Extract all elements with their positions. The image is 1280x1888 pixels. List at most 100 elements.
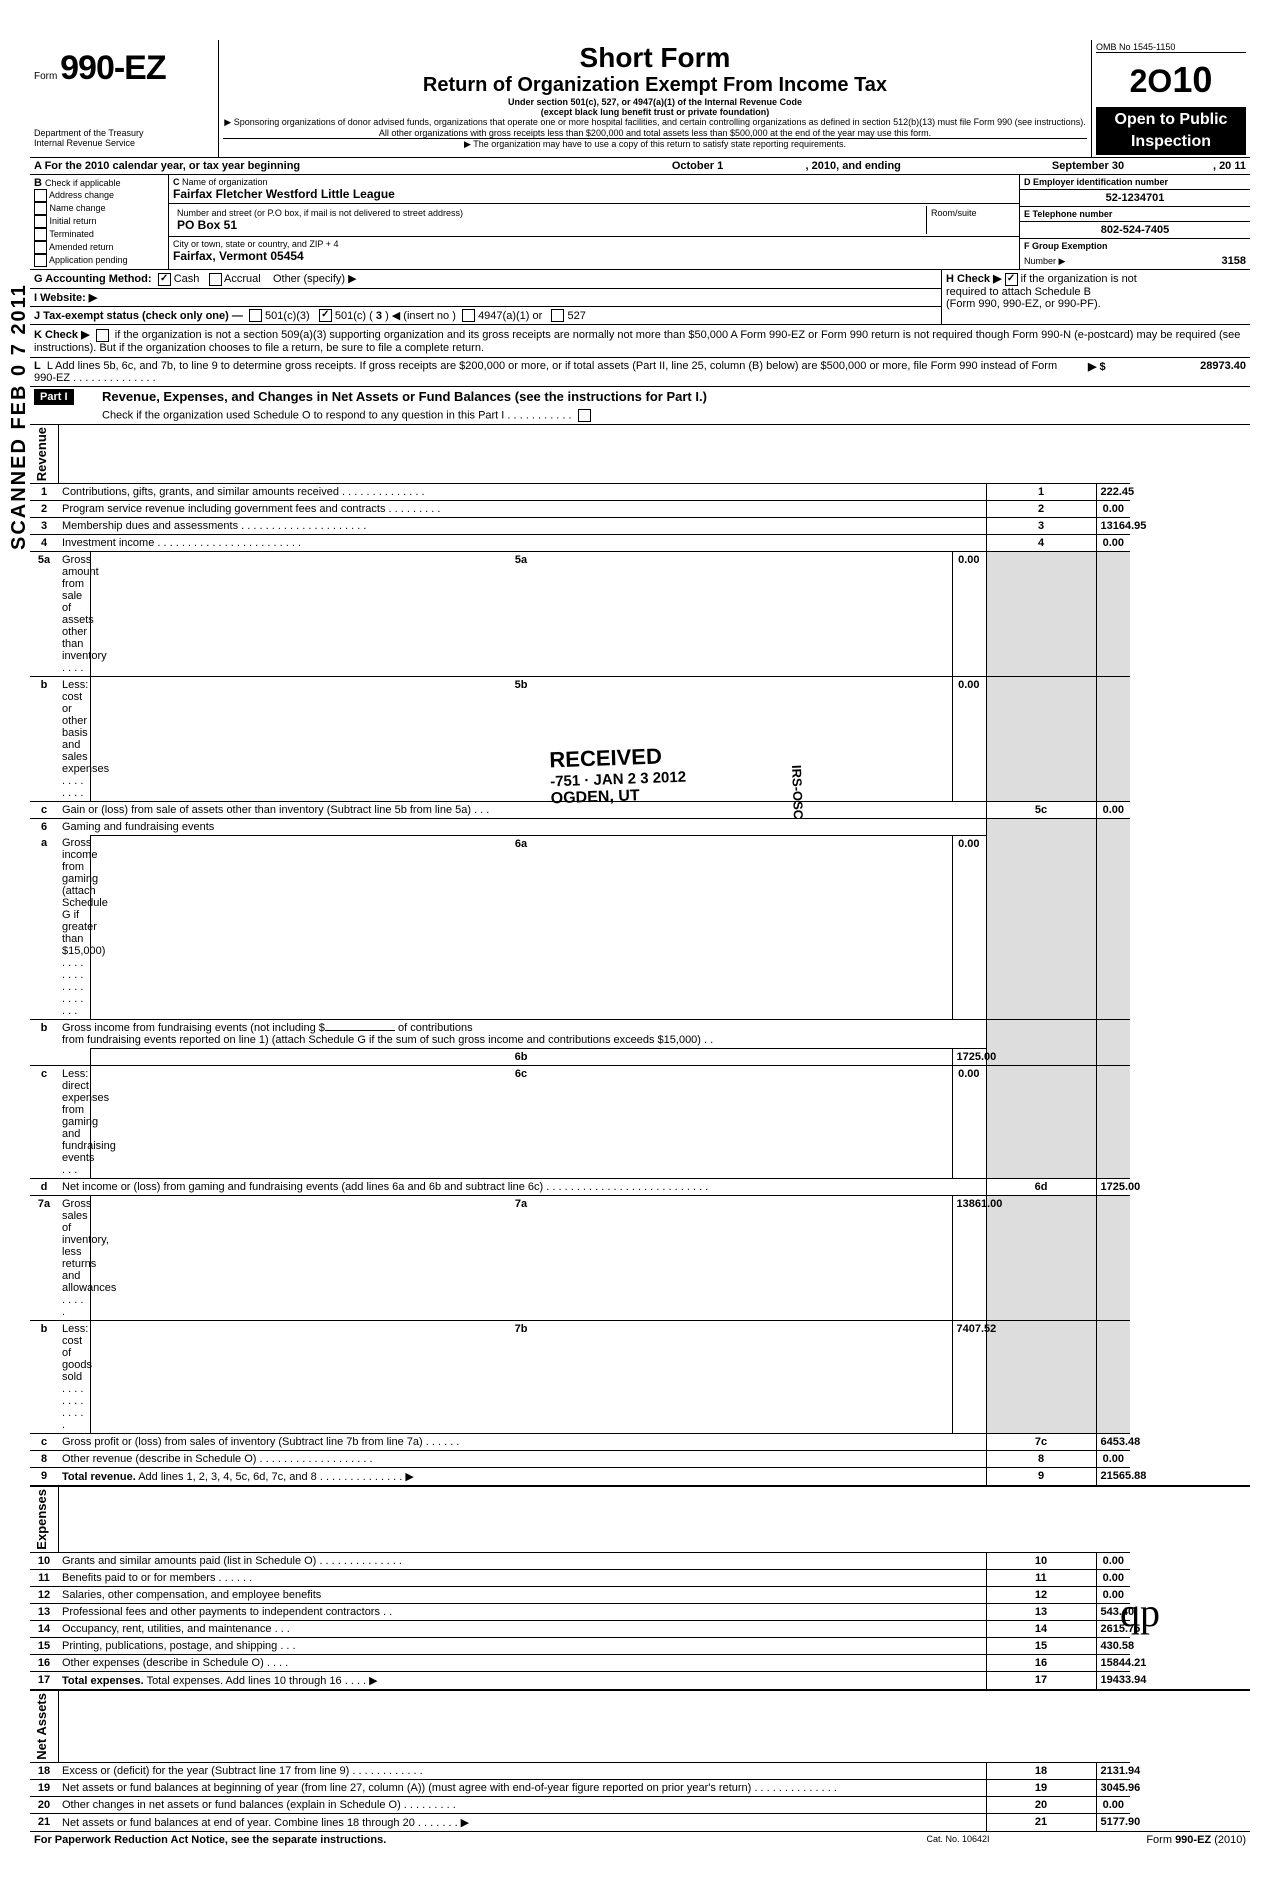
row-val: 222.45	[1096, 483, 1130, 500]
row-6c-text: Less: direct expenses from gaming and fu…	[58, 1066, 90, 1179]
form-number: 990-EZ	[60, 49, 166, 87]
row-text: Program service revenue including govern…	[58, 500, 986, 517]
row-val: 13164.95	[1096, 517, 1130, 534]
j-501c3: 501(c)(3)	[265, 310, 310, 322]
row-6d-text: Net income or (loss) from gaming and fun…	[58, 1179, 986, 1196]
open-public-1: Open to Public	[1096, 107, 1246, 133]
b-opt-checkbox[interactable]	[34, 254, 47, 267]
expenses-section-label: Expenses	[34, 1489, 49, 1550]
exp-row-text: Occupancy, rent, utilities, and maintena…	[58, 1621, 986, 1638]
row-num: 2	[30, 500, 58, 517]
j-527-checkbox[interactable]	[551, 309, 564, 322]
line-a-label: A For the 2010 calendar year, or tax yea…	[30, 158, 594, 175]
block-b-label: B	[34, 177, 42, 189]
b-opt-checkbox[interactable]	[34, 189, 47, 202]
open-public-2: Inspection	[1096, 133, 1246, 155]
part1-check-line: Check if the organization used Schedule …	[102, 409, 572, 421]
row-7a-val: 13861.00	[952, 1196, 986, 1321]
subtitle-3: ▶ Sponsoring organizations of donor advi…	[223, 117, 1087, 138]
j-501c3-checkbox[interactable]	[249, 309, 262, 322]
exp-row-num: 15	[30, 1638, 58, 1655]
exp-row-num: 13	[30, 1604, 58, 1621]
row-9-text: Add lines 1, 2, 3, 4, 5c, 6d, 7c, and 8 …	[138, 1471, 414, 1483]
na-row-val: 0.00	[1096, 1796, 1130, 1813]
row-8-box: 8	[986, 1451, 1096, 1468]
row-6b-num: b	[30, 1020, 58, 1049]
na-row-val: 2131.94	[1096, 1762, 1130, 1779]
na-row-text: Net assets or fund balances at end of ye…	[58, 1813, 986, 1831]
netassets-section-label: Net Assets	[34, 1693, 49, 1760]
j-4947: 4947(a)(1) or	[478, 310, 542, 322]
j-501c: 501(c) (	[335, 310, 373, 322]
line-h-form: (Form 990, 990-EZ, or 990-PF).	[946, 298, 1101, 310]
group-exemption-value: 3158	[1222, 255, 1246, 267]
row-6a-val: 0.00	[952, 835, 986, 1020]
form-prefix: Form 990-EZ	[34, 49, 214, 88]
row-5c-val: 0.00	[1096, 801, 1130, 818]
row-6-num: 6	[30, 818, 58, 835]
b-opt-checkbox[interactable]	[34, 241, 47, 254]
row-5c-num: c	[30, 801, 58, 818]
exp-row-val: 0.00	[1096, 1570, 1130, 1587]
na-row-text: Excess or (deficit) for the year (Subtra…	[58, 1762, 986, 1779]
subtitle-2: (except black lung benefit trust or priv…	[223, 107, 1087, 117]
b-opt-checkbox[interactable]	[34, 202, 47, 215]
b-opt-label: Terminated	[49, 229, 94, 239]
b-opt-checkbox[interactable]	[34, 228, 47, 241]
exp-row-num: 14	[30, 1621, 58, 1638]
period-mid: , 2010, and ending	[802, 158, 1014, 175]
line-k-text: if the organization is not a section 509…	[34, 329, 1240, 354]
org-name: Fairfax Fletcher Westford Little League	[173, 187, 395, 201]
k-checkbox[interactable]	[96, 329, 109, 342]
row-5a-text: Gross amount from sale of assets other t…	[58, 551, 90, 676]
city-value: Fairfax, Vermont 05454	[173, 249, 304, 263]
row-6b-val: 1725.00	[952, 1049, 986, 1066]
na-row-num: 21	[30, 1813, 58, 1831]
row-box: 1	[986, 483, 1096, 500]
row-5c-text: Gain or (loss) from sale of assets other…	[58, 801, 986, 818]
na-row-num: 20	[30, 1796, 58, 1813]
block-f-number-label: Number ▶	[1024, 256, 1065, 266]
row-7c-box: 7c	[986, 1434, 1096, 1451]
j-insert-no: 3	[376, 310, 382, 322]
tax-year: 2O10	[1130, 63, 1213, 99]
row-5b-text: Less: cost or other basis and sales expe…	[58, 676, 90, 801]
other-label: Other (specify) ▶	[273, 273, 357, 285]
line-h-label: H Check ▶	[946, 273, 1002, 285]
line-g-label: G Accounting Method:	[34, 273, 152, 285]
exp-row-box: 13	[986, 1604, 1096, 1621]
exp-row-box: 16	[986, 1655, 1096, 1672]
row-7a-num: 7a	[30, 1196, 58, 1321]
line-l-arrow: ▶ $	[1084, 357, 1132, 386]
row-7b-text: Less: cost of goods sold . . . . . . . .…	[58, 1321, 90, 1434]
b-opt-label: Application pending	[49, 255, 128, 265]
row-box: 3	[986, 517, 1096, 534]
row-num: 4	[30, 534, 58, 551]
block-b-check-if: Check if applicable	[45, 178, 121, 188]
row-5b-num: b	[30, 676, 58, 801]
exp-row-num: 17	[30, 1672, 58, 1691]
row-8-val: 0.00	[1096, 1451, 1130, 1468]
row-6d-num: d	[30, 1179, 58, 1196]
footer-form: Form 990-EZ (2010)	[1146, 1834, 1246, 1846]
exp-row-text: Printing, publications, postage, and shi…	[58, 1638, 986, 1655]
row-6b-box: 6b	[90, 1049, 952, 1066]
h-checkbox[interactable]: ✓	[1005, 273, 1018, 286]
row-5c-box: 5c	[986, 801, 1096, 818]
part1-checkbox[interactable]	[578, 409, 591, 422]
na-row-val: 5177.90	[1096, 1813, 1130, 1831]
line-l-value: 28973.40	[1132, 357, 1250, 386]
row-5a-val: 0.00	[952, 551, 986, 676]
cat-no: Cat. No. 10642I	[854, 1831, 1062, 1848]
row-7b-val: 7407.52	[952, 1321, 986, 1434]
irs-label: Internal Revenue Service	[34, 138, 214, 148]
j-501c-checkbox[interactable]: ✓	[319, 309, 332, 322]
j-4947-checkbox[interactable]	[462, 309, 475, 322]
exp-row-val: 430.58	[1096, 1638, 1130, 1655]
row-5b-box: 5b	[90, 676, 952, 801]
cash-checkbox[interactable]: ✓	[158, 273, 171, 286]
accrual-checkbox[interactable]	[209, 273, 222, 286]
b-opt-checkbox[interactable]	[34, 215, 47, 228]
exp-row-val: 0.00	[1096, 1553, 1130, 1570]
row-6c-box: 6c	[90, 1066, 952, 1179]
